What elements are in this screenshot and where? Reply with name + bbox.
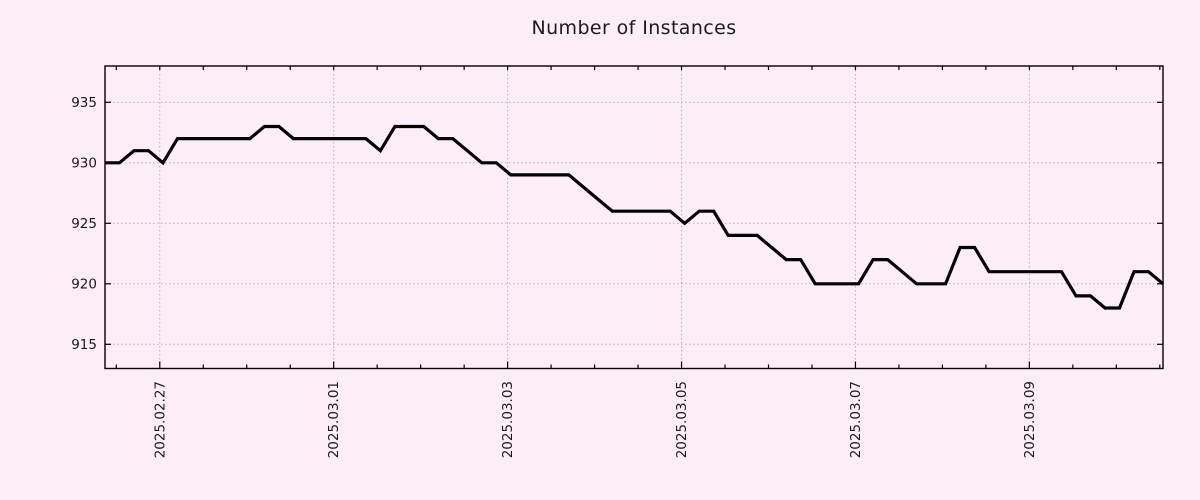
x-axis-label: 2025.03.03 bbox=[500, 381, 516, 458]
y-axis-label: 915 bbox=[71, 337, 97, 353]
x-axis-label: 2025.03.01 bbox=[326, 381, 342, 458]
y-axis-label: 930 bbox=[71, 155, 97, 171]
x-axis-label: 2025.02.27 bbox=[152, 381, 168, 458]
x-axis-label: 2025.03.05 bbox=[674, 381, 690, 458]
data-series-line bbox=[105, 124, 1165, 310]
y-axis-label: 935 bbox=[71, 95, 97, 111]
x-axis-label: 2025.03.09 bbox=[1022, 381, 1038, 458]
chart-title: Number of Instances bbox=[531, 17, 737, 39]
x-axis-label: 2025.03.07 bbox=[848, 381, 864, 458]
plot-border bbox=[104, 65, 1164, 370]
y-axis-label: 925 bbox=[71, 216, 97, 232]
y-axis-label: 920 bbox=[71, 276, 97, 292]
